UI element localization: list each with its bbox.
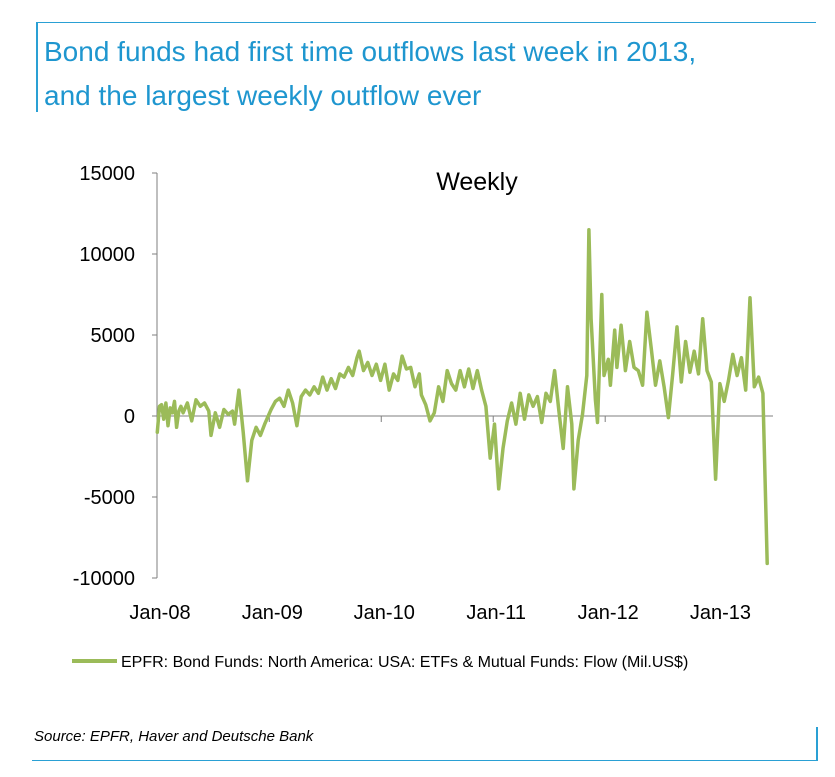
page-title: Bond funds had first time outflows last … — [44, 30, 814, 118]
x-tick-label: Jan-11 — [466, 602, 526, 624]
header-accent-bar — [36, 22, 38, 112]
series-group — [155, 227, 769, 566]
y-tick-label: 15000 — [79, 163, 135, 185]
y-tick-label: 10000 — [79, 244, 135, 266]
chart-title: Weekly — [436, 168, 518, 196]
y-tick-label: -5000 — [84, 487, 135, 509]
x-tick-label: Jan-12 — [578, 602, 639, 624]
source-note: Source: EPFR, Haver and Deutsche Bank — [34, 728, 314, 745]
x-tick-label: Jan-13 — [690, 602, 751, 624]
y-tick-label: -10000 — [73, 568, 135, 590]
x-tick-label: Jan-08 — [129, 602, 190, 624]
x-tick-label: Jan-09 — [242, 602, 303, 624]
flow-series-line — [155, 227, 769, 566]
legend-label: EPFR: Bond Funds: North America: USA: ET… — [121, 654, 688, 671]
y-tick-label: 0 — [124, 406, 135, 428]
y-axis: 15000 10000 5000 0 -5000 -10000 — [73, 163, 158, 590]
header-top-rule — [36, 22, 816, 23]
footer-rule — [32, 760, 817, 761]
y-tick-label: 5000 — [91, 325, 136, 347]
footer-accent-bar — [816, 727, 818, 761]
page-title-line-2: and the largest weekly outflow ever — [44, 80, 482, 111]
x-axis: Jan-08 Jan-09 Jan-10 Jan-11 Jan-12 Jan-13 — [129, 415, 773, 624]
x-tick-label: Jan-10 — [354, 602, 415, 624]
legend: EPFR: Bond Funds: North America: USA: ET… — [72, 654, 688, 671]
page-title-line-1: Bond funds had first time outflows last … — [44, 36, 697, 67]
